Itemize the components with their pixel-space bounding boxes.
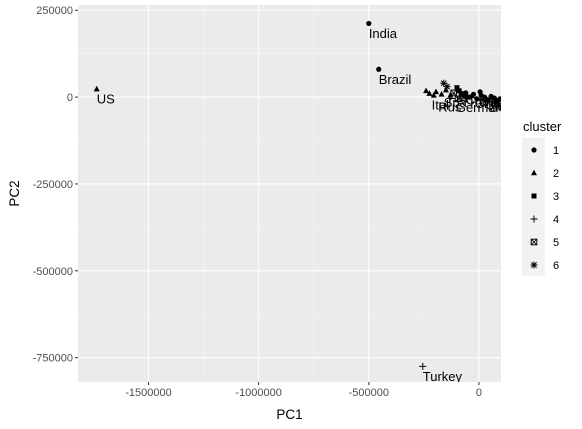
point-label: Rus xyxy=(438,99,462,114)
point-labels: IndiaBrazilUSTurkeyGermanyItalRusSpaFraC… xyxy=(97,26,535,384)
axis-ticks xyxy=(75,9,480,385)
y-tick-label: -250000 xyxy=(33,179,73,191)
x-tick-label: -1000000 xyxy=(235,387,282,399)
x-tick-label: -500000 xyxy=(349,387,389,399)
point-label: Turkey xyxy=(423,369,463,384)
legend-key-1 xyxy=(531,147,537,153)
point-label: Ital xyxy=(432,97,449,112)
x-axis-title: PC1 xyxy=(276,407,302,422)
legend-key-2 xyxy=(531,169,537,176)
legend: cluster 1 2 3 4 5 6 xyxy=(522,119,562,276)
data-point xyxy=(442,86,449,93)
data-point xyxy=(470,91,477,97)
y-tick-label: 250000 xyxy=(36,5,73,17)
data-point xyxy=(423,87,430,94)
data-point xyxy=(462,92,468,98)
point-label: Brazil xyxy=(379,72,412,87)
legend-label: 6 xyxy=(553,260,559,272)
point-label: Germany xyxy=(456,100,510,115)
data-point xyxy=(430,92,437,98)
point-label: Can xyxy=(466,93,490,108)
data-point xyxy=(438,90,445,97)
x-tick-label: 0 xyxy=(476,387,482,399)
legend-title: cluster xyxy=(523,119,562,134)
plot-panel xyxy=(78,5,501,382)
legend-key-4 xyxy=(530,215,538,223)
data-point xyxy=(433,88,440,95)
legend-label: 1 xyxy=(553,145,559,157)
y-tick-label: -750000 xyxy=(33,353,73,365)
data-point xyxy=(456,88,462,94)
axis-tick-labels: -1500000 -1000000 -500000 0 250000 0 -250000 -5… xyxy=(33,5,482,399)
legend-key-background xyxy=(522,138,545,276)
data-point xyxy=(366,20,372,27)
data-point xyxy=(450,89,457,97)
legend-label: 4 xyxy=(553,214,559,226)
point-label: India xyxy=(369,26,398,41)
point-label: Spa xyxy=(444,95,468,110)
data-point xyxy=(497,96,501,102)
data-point xyxy=(376,66,382,72)
legend-label: 3 xyxy=(553,191,559,203)
x-tick-label: -1500000 xyxy=(125,387,172,399)
point-label: Mexico xyxy=(494,99,535,114)
data-point xyxy=(426,90,433,96)
point-label: Iran xyxy=(490,95,512,110)
data-point xyxy=(485,97,491,103)
data-point xyxy=(419,362,427,370)
legend-label: 5 xyxy=(553,237,559,249)
data-point xyxy=(463,90,469,96)
data-point xyxy=(447,92,454,98)
legend-label: 2 xyxy=(553,168,559,180)
legend-key-5 xyxy=(530,238,538,246)
y-axis-title: PC2 xyxy=(7,180,22,206)
legend-key-3 xyxy=(531,193,537,199)
point-label: Fra xyxy=(448,90,468,105)
y-tick-label: -500000 xyxy=(33,266,73,278)
point-label: Qatar xyxy=(486,98,519,113)
point-label: Saudi xyxy=(480,93,513,108)
point-label: Chile xyxy=(475,96,505,111)
y-tick-label: 0 xyxy=(67,92,73,104)
data-point xyxy=(474,96,480,102)
data-point xyxy=(443,83,451,91)
major-gridlines xyxy=(78,5,501,382)
point-label: US xyxy=(97,92,115,107)
point-label: Peru xyxy=(470,94,497,109)
data-point xyxy=(93,85,100,92)
data-points xyxy=(93,20,501,370)
data-point xyxy=(454,85,460,91)
legend-key-6 xyxy=(530,261,538,269)
